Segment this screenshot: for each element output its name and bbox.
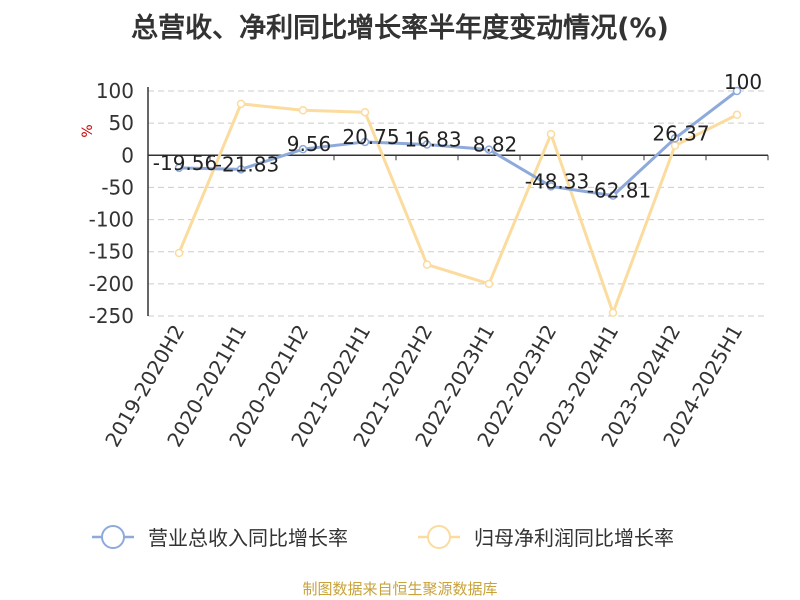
data-point	[608, 308, 618, 318]
data-label: 16.83	[404, 127, 461, 151]
y-tick-label: -250	[89, 304, 134, 328]
data-point	[174, 248, 184, 258]
data-label: -19.56	[153, 151, 217, 175]
y-tick-label: 0	[121, 143, 134, 167]
y-axis-unit: %	[80, 124, 96, 137]
data-point	[298, 144, 308, 154]
data-point	[360, 107, 370, 117]
data-label: -48.33	[525, 169, 589, 193]
data-point	[732, 86, 742, 96]
data-point	[422, 260, 432, 269]
legend-swatch-marker	[427, 525, 451, 549]
data-label: 9.56	[287, 132, 332, 156]
y-tick-label: 50	[109, 111, 134, 135]
data-point	[422, 140, 432, 149]
y-tick-label: -100	[89, 208, 134, 232]
series-line-1	[178, 89, 738, 198]
data-label: 100	[724, 70, 762, 94]
data-point	[484, 279, 494, 289]
data-point	[670, 134, 680, 143]
data-point	[298, 106, 308, 115]
data-label: 26.37	[652, 121, 709, 145]
data-label: -21.83	[215, 152, 279, 176]
legend-label-1: 营业总收入同比增长率	[148, 526, 348, 550]
data-label: 20.75	[342, 125, 399, 149]
series-line-2	[177, 102, 738, 315]
data-point	[360, 137, 370, 147]
data-point	[608, 191, 618, 200]
data-point	[174, 163, 184, 173]
data-point	[236, 99, 246, 109]
legend-swatch-marker	[101, 525, 125, 549]
data-point	[732, 110, 742, 120]
legend-label-2: 归母净利润同比增长率	[474, 526, 674, 550]
series-lines	[174, 86, 742, 318]
data-label: 8.82	[473, 133, 518, 157]
y-tick-label: -150	[89, 240, 134, 264]
y-tick-label: 100	[96, 79, 134, 103]
chart-title: 总营收、净利同比增长率半年度变动情况(%)	[131, 13, 669, 44]
data-labels: -19.56-21.83 9.56 20.75 16.83 8.82 -48.33-62.…	[153, 70, 762, 203]
data-label: -62.81	[587, 179, 651, 203]
data-point	[484, 145, 494, 154]
legend: 营业总收入同比增长率 归母净利润同比增长率	[92, 525, 674, 550]
y-tick-label: -200	[89, 272, 134, 296]
data-point	[546, 182, 556, 191]
data-point	[546, 129, 556, 139]
y-tick-label: -50	[101, 175, 134, 199]
source-footer: 制图数据来自恒生聚源数据库	[302, 580, 498, 598]
data-point	[236, 165, 246, 174]
grid-lines	[148, 90, 768, 317]
